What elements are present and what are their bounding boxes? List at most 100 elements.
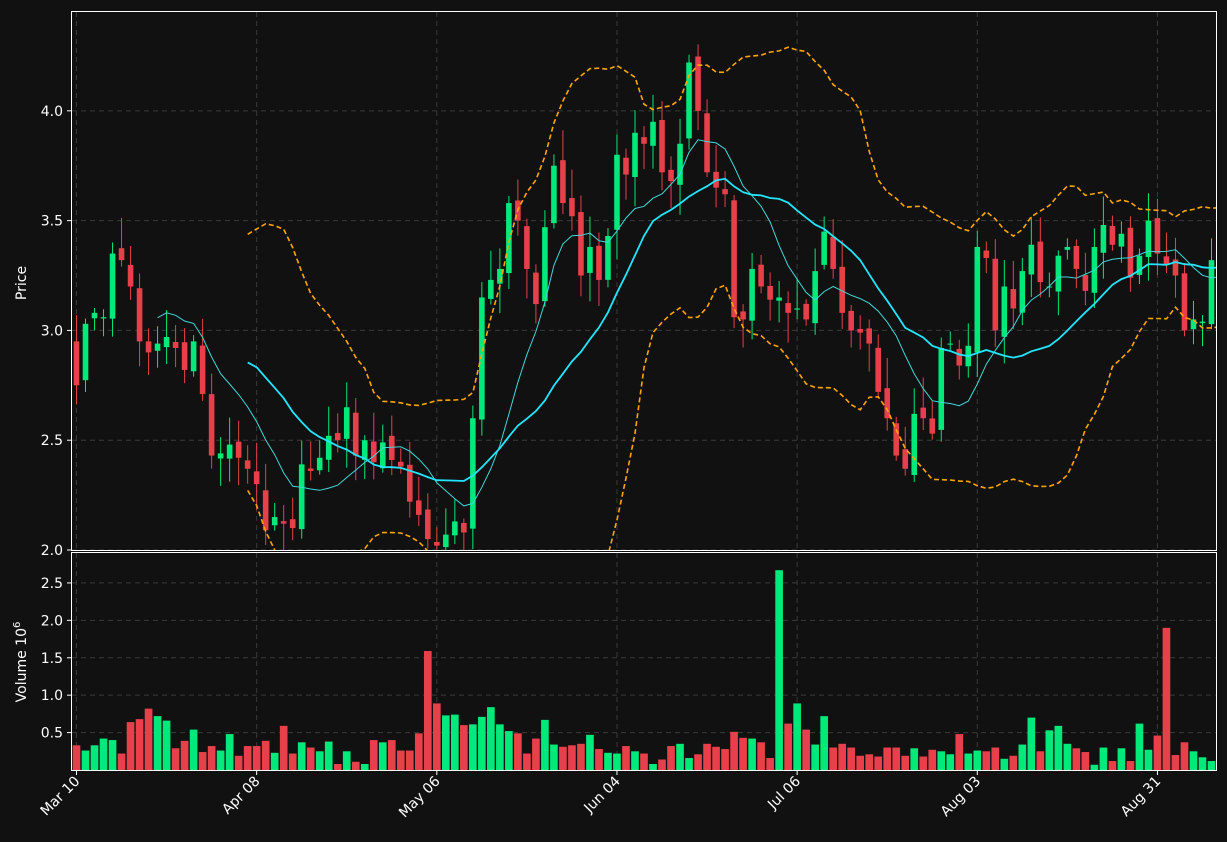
volume-bar: [793, 703, 801, 770]
candle-body: [659, 120, 665, 173]
candle-body: [298, 464, 305, 530]
volume-bar: [694, 754, 702, 770]
candle-body: [479, 297, 485, 420]
candle-body: [767, 285, 773, 300]
candle: [82, 318, 89, 393]
candle: [731, 195, 737, 329]
volume-bar: [595, 749, 603, 770]
candle: [145, 328, 152, 376]
candle: [208, 373, 215, 469]
candle-body: [172, 341, 179, 348]
volume-bar: [405, 750, 414, 770]
volume-bar: [342, 751, 351, 770]
candle-body: [1136, 255, 1143, 275]
candle-body: [1073, 245, 1080, 269]
volume-bar: [360, 764, 369, 770]
volume-bar: [685, 758, 693, 770]
volume-bar: [378, 742, 387, 770]
candle: [614, 134, 620, 260]
volume-bar: [315, 751, 324, 770]
candle: [803, 299, 809, 326]
candle: [668, 156, 674, 209]
candle-body: [136, 288, 143, 342]
candle: [1001, 260, 1008, 364]
candle: [235, 420, 242, 486]
candle-body: [1208, 260, 1215, 325]
candle-body: [587, 246, 593, 273]
volume-bar: [162, 720, 171, 770]
candle-body: [109, 253, 116, 319]
volume-grid: [72, 553, 1216, 770]
candle-body: [1037, 241, 1044, 283]
volume-bar: [171, 748, 180, 770]
price-tick-label: 2.0: [41, 543, 63, 559]
candle-body: [524, 226, 530, 269]
candle-body: [749, 268, 755, 321]
candle: [1019, 257, 1026, 326]
volume-bar: [946, 754, 955, 770]
volume-bar: [568, 745, 576, 770]
volume-bar: [1135, 723, 1144, 770]
volume-bar: [72, 745, 81, 770]
volume-bar: [81, 750, 90, 770]
candle-body: [461, 522, 467, 533]
candle: [794, 278, 800, 320]
candle-body: [569, 198, 575, 217]
candle-body: [614, 154, 620, 230]
candle-body: [1028, 244, 1035, 275]
volume-bar: [667, 746, 675, 770]
candle: [857, 315, 863, 350]
candle-body: [686, 62, 692, 139]
volume-bar: [369, 740, 378, 770]
volume-bar: [514, 733, 522, 770]
candle-body: [199, 345, 206, 395]
price-plot: [73, 44, 1216, 550]
candle: [280, 504, 287, 550]
volume-plot: [72, 570, 1216, 770]
volume-bar: [387, 740, 396, 770]
volume-bar: [414, 733, 423, 770]
candle-body: [208, 394, 215, 456]
candle: [587, 216, 593, 302]
candle-body: [803, 303, 809, 320]
candle-body: [812, 271, 818, 324]
candle-body: [920, 407, 927, 419]
volume-bar: [622, 746, 630, 770]
price-tick-label: 2.5: [41, 433, 63, 449]
volume-bar: [1090, 764, 1099, 770]
volume-axis-exponent-power: 6: [12, 622, 23, 628]
candle-body: [470, 418, 476, 529]
candle: [578, 195, 584, 297]
volume-bar: [541, 719, 549, 770]
candle: [497, 248, 503, 314]
candle-body: [722, 189, 728, 195]
candle-body: [758, 264, 764, 287]
volume-bar: [811, 744, 819, 770]
candle-body: [542, 227, 548, 302]
candle: [650, 94, 656, 169]
volume-bar: [351, 761, 360, 770]
volume-bar: [739, 737, 747, 770]
candle-body: [1100, 225, 1107, 253]
volume-bar: [838, 743, 847, 770]
volume-bar: [847, 747, 856, 770]
candle: [902, 426, 909, 476]
candle: [866, 319, 872, 372]
candle: [91, 307, 98, 331]
volume-bar: [198, 752, 207, 770]
candle-body: [983, 250, 990, 258]
volume-bar: [460, 725, 468, 770]
candle: [938, 337, 945, 442]
volume-bar: [1117, 748, 1126, 770]
candle-body: [1199, 321, 1206, 324]
volume-bar: [432, 703, 441, 770]
candle-body: [560, 160, 566, 204]
volume-tick-label: 0.5: [41, 726, 63, 742]
volume-bar: [1027, 717, 1036, 770]
candle: [343, 382, 350, 468]
volume-bar: [1171, 755, 1180, 770]
candle-body: [388, 435, 395, 460]
candle: [839, 240, 845, 330]
fast-moving-average-line: [157, 139, 1216, 507]
